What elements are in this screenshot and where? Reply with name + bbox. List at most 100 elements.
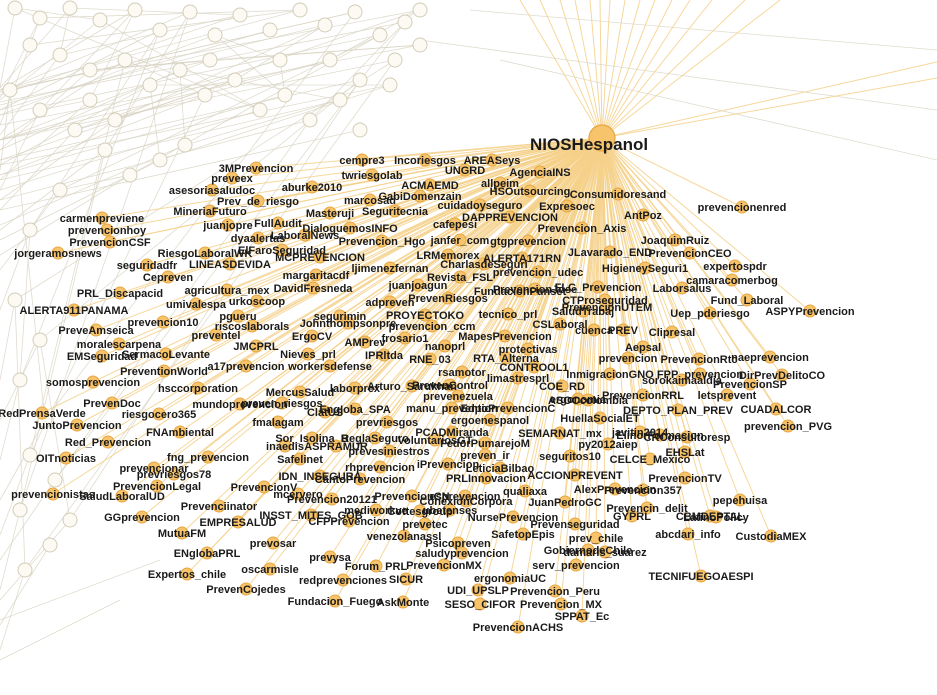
graph-node[interactable] xyxy=(653,428,667,442)
graph-node[interactable] xyxy=(418,308,432,322)
graph-node[interactable] xyxy=(575,609,589,623)
graph-node[interactable] xyxy=(348,402,362,416)
hub-node-group[interactable]: NIOSHespanol xyxy=(530,124,648,154)
graph-node[interactable] xyxy=(471,583,485,597)
graph-node[interactable] xyxy=(358,335,372,349)
graph-node[interactable] xyxy=(245,319,259,333)
graph-node[interactable] xyxy=(173,425,187,439)
graph-node[interactable] xyxy=(511,371,525,385)
graph-node[interactable] xyxy=(103,235,117,249)
graph-node[interactable] xyxy=(231,309,245,323)
graph-node[interactable] xyxy=(438,339,452,353)
graph-node[interactable] xyxy=(341,316,355,330)
graph-node[interactable] xyxy=(425,319,439,333)
graph-node[interactable] xyxy=(156,315,170,329)
graph-node[interactable] xyxy=(100,223,114,237)
graph-node[interactable] xyxy=(498,329,512,343)
graph-node[interactable] xyxy=(443,503,457,517)
graph-node[interactable] xyxy=(575,221,589,235)
graph-node[interactable] xyxy=(348,381,362,395)
graph-node[interactable] xyxy=(560,199,574,213)
graph-node[interactable] xyxy=(587,323,601,337)
graph-node[interactable] xyxy=(733,493,747,507)
graph-node[interactable] xyxy=(257,480,271,494)
graph-node[interactable] xyxy=(601,437,615,451)
graph-node[interactable] xyxy=(643,452,657,466)
graph-node[interactable] xyxy=(513,284,527,298)
graph-node[interactable] xyxy=(511,620,525,634)
graph-node[interactable] xyxy=(775,368,789,382)
graph-node[interactable] xyxy=(441,291,455,305)
graph-node[interactable] xyxy=(225,171,239,185)
graph-node[interactable] xyxy=(483,413,497,427)
graph-node[interactable] xyxy=(382,444,396,458)
graph-node[interactable] xyxy=(298,228,312,242)
graph-node[interactable] xyxy=(353,472,367,486)
graph-node[interactable] xyxy=(249,161,263,175)
graph-node[interactable] xyxy=(46,487,60,501)
graph-node[interactable] xyxy=(309,268,323,282)
graph-node[interactable] xyxy=(445,401,459,415)
graph-node[interactable] xyxy=(383,295,397,309)
graph-node[interactable] xyxy=(681,527,695,541)
graph-node[interactable] xyxy=(501,307,515,321)
graph-node[interactable] xyxy=(665,325,679,339)
graph-node[interactable] xyxy=(437,558,451,572)
graph-node[interactable] xyxy=(405,489,419,503)
graph-node[interactable] xyxy=(291,487,305,501)
graph-node[interactable] xyxy=(380,415,394,429)
graph-node[interactable] xyxy=(323,359,337,373)
graph-node[interactable] xyxy=(533,165,547,179)
graph-node[interactable] xyxy=(499,351,513,365)
graph-node[interactable] xyxy=(516,527,530,541)
graph-node[interactable] xyxy=(740,293,754,307)
graph-node[interactable] xyxy=(493,461,507,475)
graph-node[interactable] xyxy=(603,367,617,381)
graph-node[interactable] xyxy=(70,418,84,432)
graph-node[interactable] xyxy=(369,503,383,517)
graph-node[interactable] xyxy=(640,501,654,515)
graph-node[interactable] xyxy=(112,337,126,351)
graph-node[interactable] xyxy=(209,328,223,342)
graph-node[interactable] xyxy=(275,243,289,257)
graph-node[interactable] xyxy=(477,257,491,271)
graph-node[interactable] xyxy=(313,250,327,264)
graph-node[interactable] xyxy=(159,347,173,361)
graph-node[interactable] xyxy=(318,405,332,419)
graph-node[interactable] xyxy=(59,451,73,465)
graph-node[interactable] xyxy=(459,494,473,508)
graph-node[interactable] xyxy=(763,350,777,364)
graph-node[interactable] xyxy=(293,452,307,466)
graph-node[interactable] xyxy=(101,435,115,449)
graph-node[interactable] xyxy=(569,558,583,572)
graph-node[interactable] xyxy=(636,208,650,222)
graph-node[interactable] xyxy=(388,204,402,218)
graph-node[interactable] xyxy=(221,218,235,232)
hub-node[interactable] xyxy=(588,124,616,152)
graph-node[interactable] xyxy=(636,483,650,497)
graph-node[interactable] xyxy=(598,545,612,559)
graph-node[interactable] xyxy=(675,281,689,295)
graph-node[interactable] xyxy=(600,300,614,314)
graph-node[interactable] xyxy=(198,246,212,260)
graph-node[interactable] xyxy=(458,163,472,177)
graph-node[interactable] xyxy=(323,206,337,220)
graph-node[interactable] xyxy=(506,510,520,524)
graph-node[interactable] xyxy=(89,323,103,337)
graph-node[interactable] xyxy=(152,407,166,421)
graph-node[interactable] xyxy=(735,200,749,214)
graph-node[interactable] xyxy=(611,187,625,201)
graph-node[interactable] xyxy=(616,323,630,337)
graph-node[interactable] xyxy=(473,198,487,212)
graph-node[interactable] xyxy=(355,153,369,167)
graph-node[interactable] xyxy=(589,531,603,545)
graph-node[interactable] xyxy=(694,569,708,583)
graph-node[interactable] xyxy=(413,504,427,518)
graph-node[interactable] xyxy=(161,270,175,284)
graph-node[interactable] xyxy=(271,415,285,429)
graph-node[interactable] xyxy=(323,550,337,564)
graph-node[interactable] xyxy=(621,351,635,365)
graph-node[interactable] xyxy=(451,389,465,403)
graph-node[interactable] xyxy=(249,339,263,353)
graph-node[interactable] xyxy=(305,329,319,343)
